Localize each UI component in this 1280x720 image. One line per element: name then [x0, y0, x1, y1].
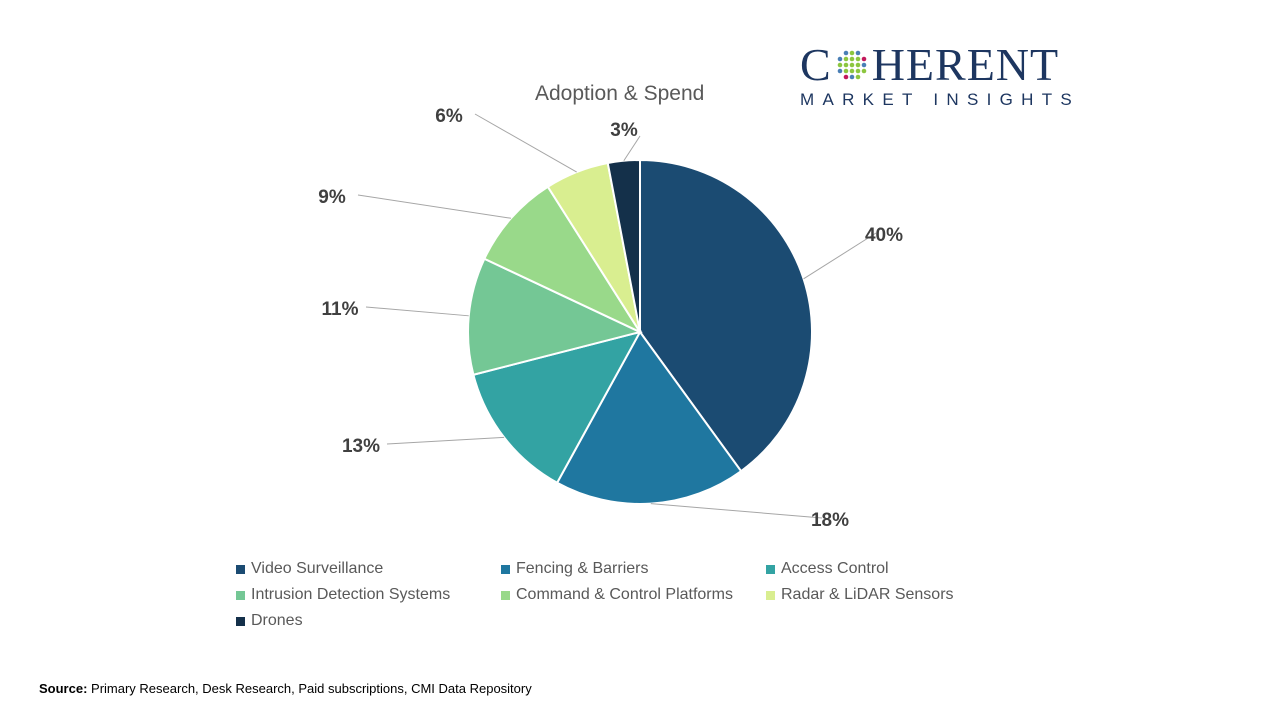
legend-label: Fencing & Barriers — [516, 560, 649, 577]
pie-slice — [472, 330, 642, 485]
leader-line — [357, 194, 512, 219]
legend-label: Drones — [251, 612, 303, 629]
legend-label: Intrusion Detection Systems — [251, 586, 451, 603]
legend-label: Command & Control Platforms — [516, 586, 733, 603]
legend-swatch — [236, 616, 245, 626]
data-label: 3% — [610, 120, 638, 141]
data-label: 13% — [342, 436, 380, 457]
legend-item: Access Control — [766, 560, 1026, 578]
leader-line — [386, 436, 505, 445]
legend-item: Intrusion Detection Systems — [236, 586, 501, 604]
legend-item: Video Surveillance — [236, 560, 501, 578]
legend-label: Video Surveillance — [251, 560, 384, 577]
pie-slice — [483, 185, 643, 335]
pie-slice — [606, 158, 641, 333]
leader-line — [623, 135, 641, 162]
source-text: Primary Research, Desk Research, Paid su… — [87, 681, 532, 696]
source-label: Source: — [39, 681, 88, 696]
data-label: 40% — [865, 225, 903, 246]
pie-slice — [467, 257, 643, 376]
legend-swatch — [766, 590, 775, 600]
globe-dots-icon — [837, 50, 866, 80]
legend-swatch — [766, 564, 775, 574]
legend-swatch — [236, 590, 245, 600]
legend-item: Fencing & Barriers — [501, 560, 766, 578]
chart-legend: Video Surveillance Fencing & Barriers Acce… — [236, 560, 1026, 630]
legend-label: Access Control — [781, 560, 889, 577]
legend-swatch — [501, 590, 510, 600]
data-label: 11% — [322, 299, 359, 320]
legend-item: Command & Control Platforms — [501, 586, 766, 604]
source-note: Source: Primary Research, Desk Research,… — [39, 681, 532, 696]
data-label: 9% — [318, 187, 346, 208]
legend-swatch — [236, 564, 245, 574]
leader-line — [474, 113, 577, 173]
leader-line — [650, 503, 823, 519]
coherent-logo: C HERENT MARKET INSIGHTS — [800, 39, 1081, 110]
legend-label: Radar & LiDAR Sensors — [781, 586, 954, 603]
leader-line — [365, 306, 469, 317]
legend-item: Drones — [236, 612, 501, 630]
legend-swatch — [501, 564, 510, 574]
chart-title: Adoption & Spend — [535, 82, 705, 105]
leader-line — [803, 232, 877, 280]
legend-item: Radar & LiDAR Sensors — [766, 586, 1026, 604]
data-label: 6% — [435, 106, 463, 127]
data-label: 18% — [811, 510, 849, 531]
pie-slice — [555, 330, 743, 505]
